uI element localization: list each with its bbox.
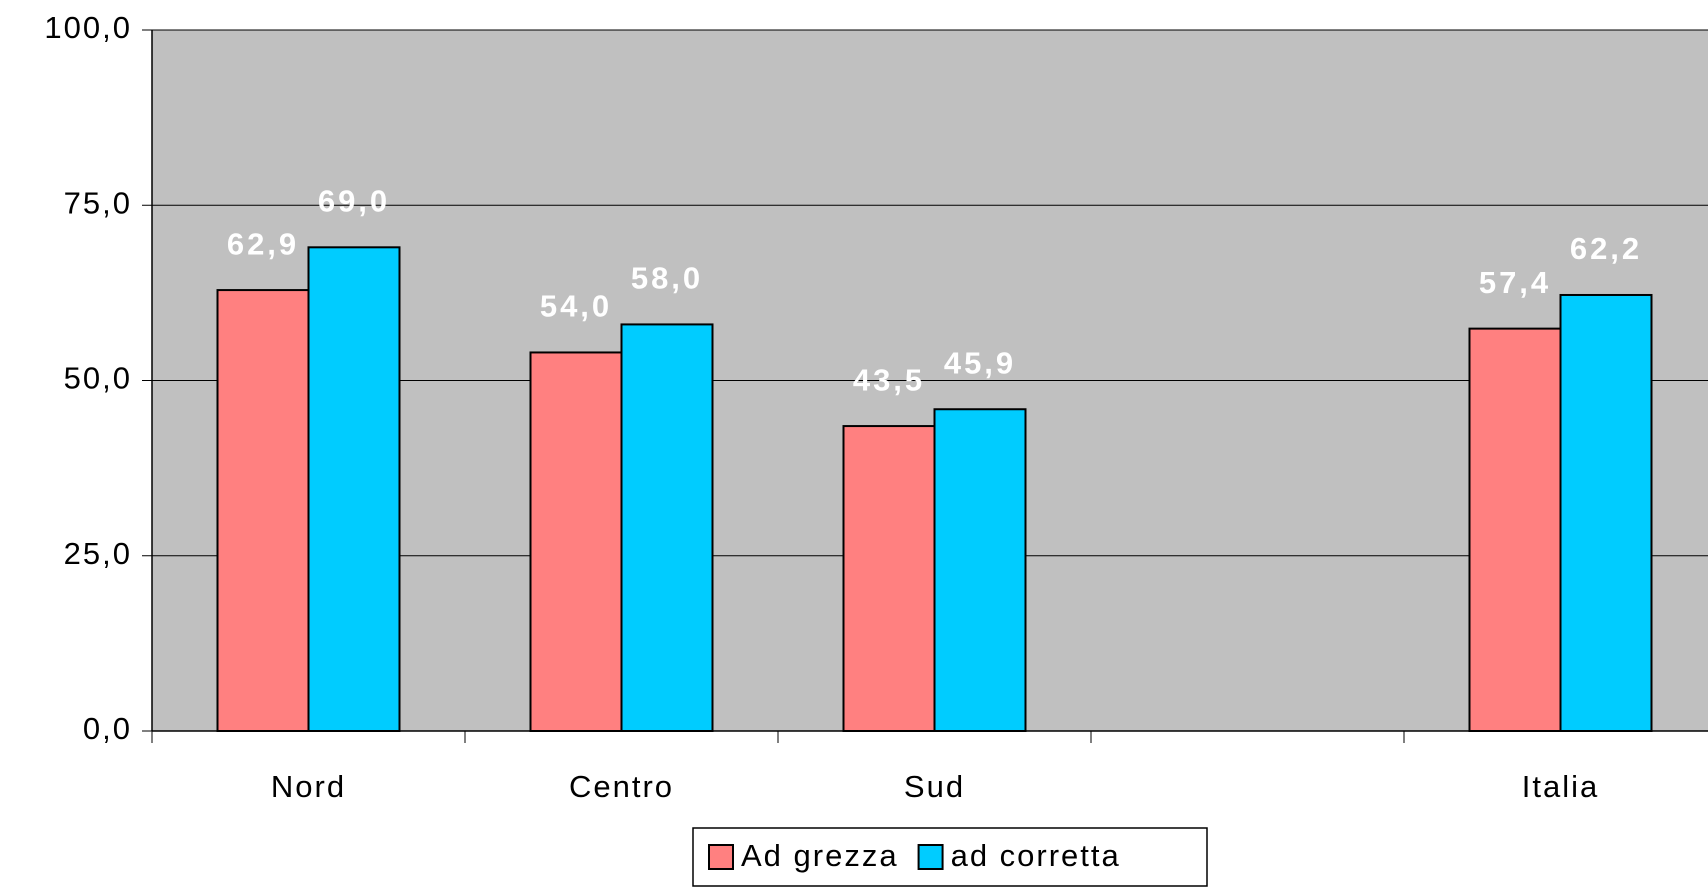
x-tick-label: Sud [904,769,965,804]
bar [933,408,1027,732]
legend-label: Ad grezza [741,838,899,873]
value-label: 43,5 [853,362,925,397]
x-tick-label: Italia [1522,769,1599,804]
y-tick-label: 0,0 [83,711,132,746]
value-label: 62,9 [227,226,299,261]
bar [307,246,401,732]
value-label: 45,9 [944,345,1016,380]
legend [692,827,1208,887]
bar [216,289,310,732]
value-label: 58,0 [631,261,703,296]
legend-swatch [917,844,944,870]
value-label: 69,0 [318,183,390,218]
value-label: 57,4 [1479,265,1551,300]
legend-label: ad corretta [951,838,1121,873]
x-tick-label: Centro [569,769,674,804]
legend-swatch [708,844,734,870]
bar [842,425,936,732]
value-label: 62,2 [1570,231,1642,266]
bar [529,351,623,732]
y-tick-label: 75,0 [64,185,132,220]
bar [620,323,714,732]
x-tick-label: Nord [271,769,346,804]
bar [1559,293,1653,732]
y-tick-label: 50,0 [64,361,132,396]
y-tick-label: 100,0 [44,10,132,45]
y-tick-label: 25,0 [64,536,132,571]
value-label: 54,0 [540,289,612,324]
bar [1468,327,1562,732]
